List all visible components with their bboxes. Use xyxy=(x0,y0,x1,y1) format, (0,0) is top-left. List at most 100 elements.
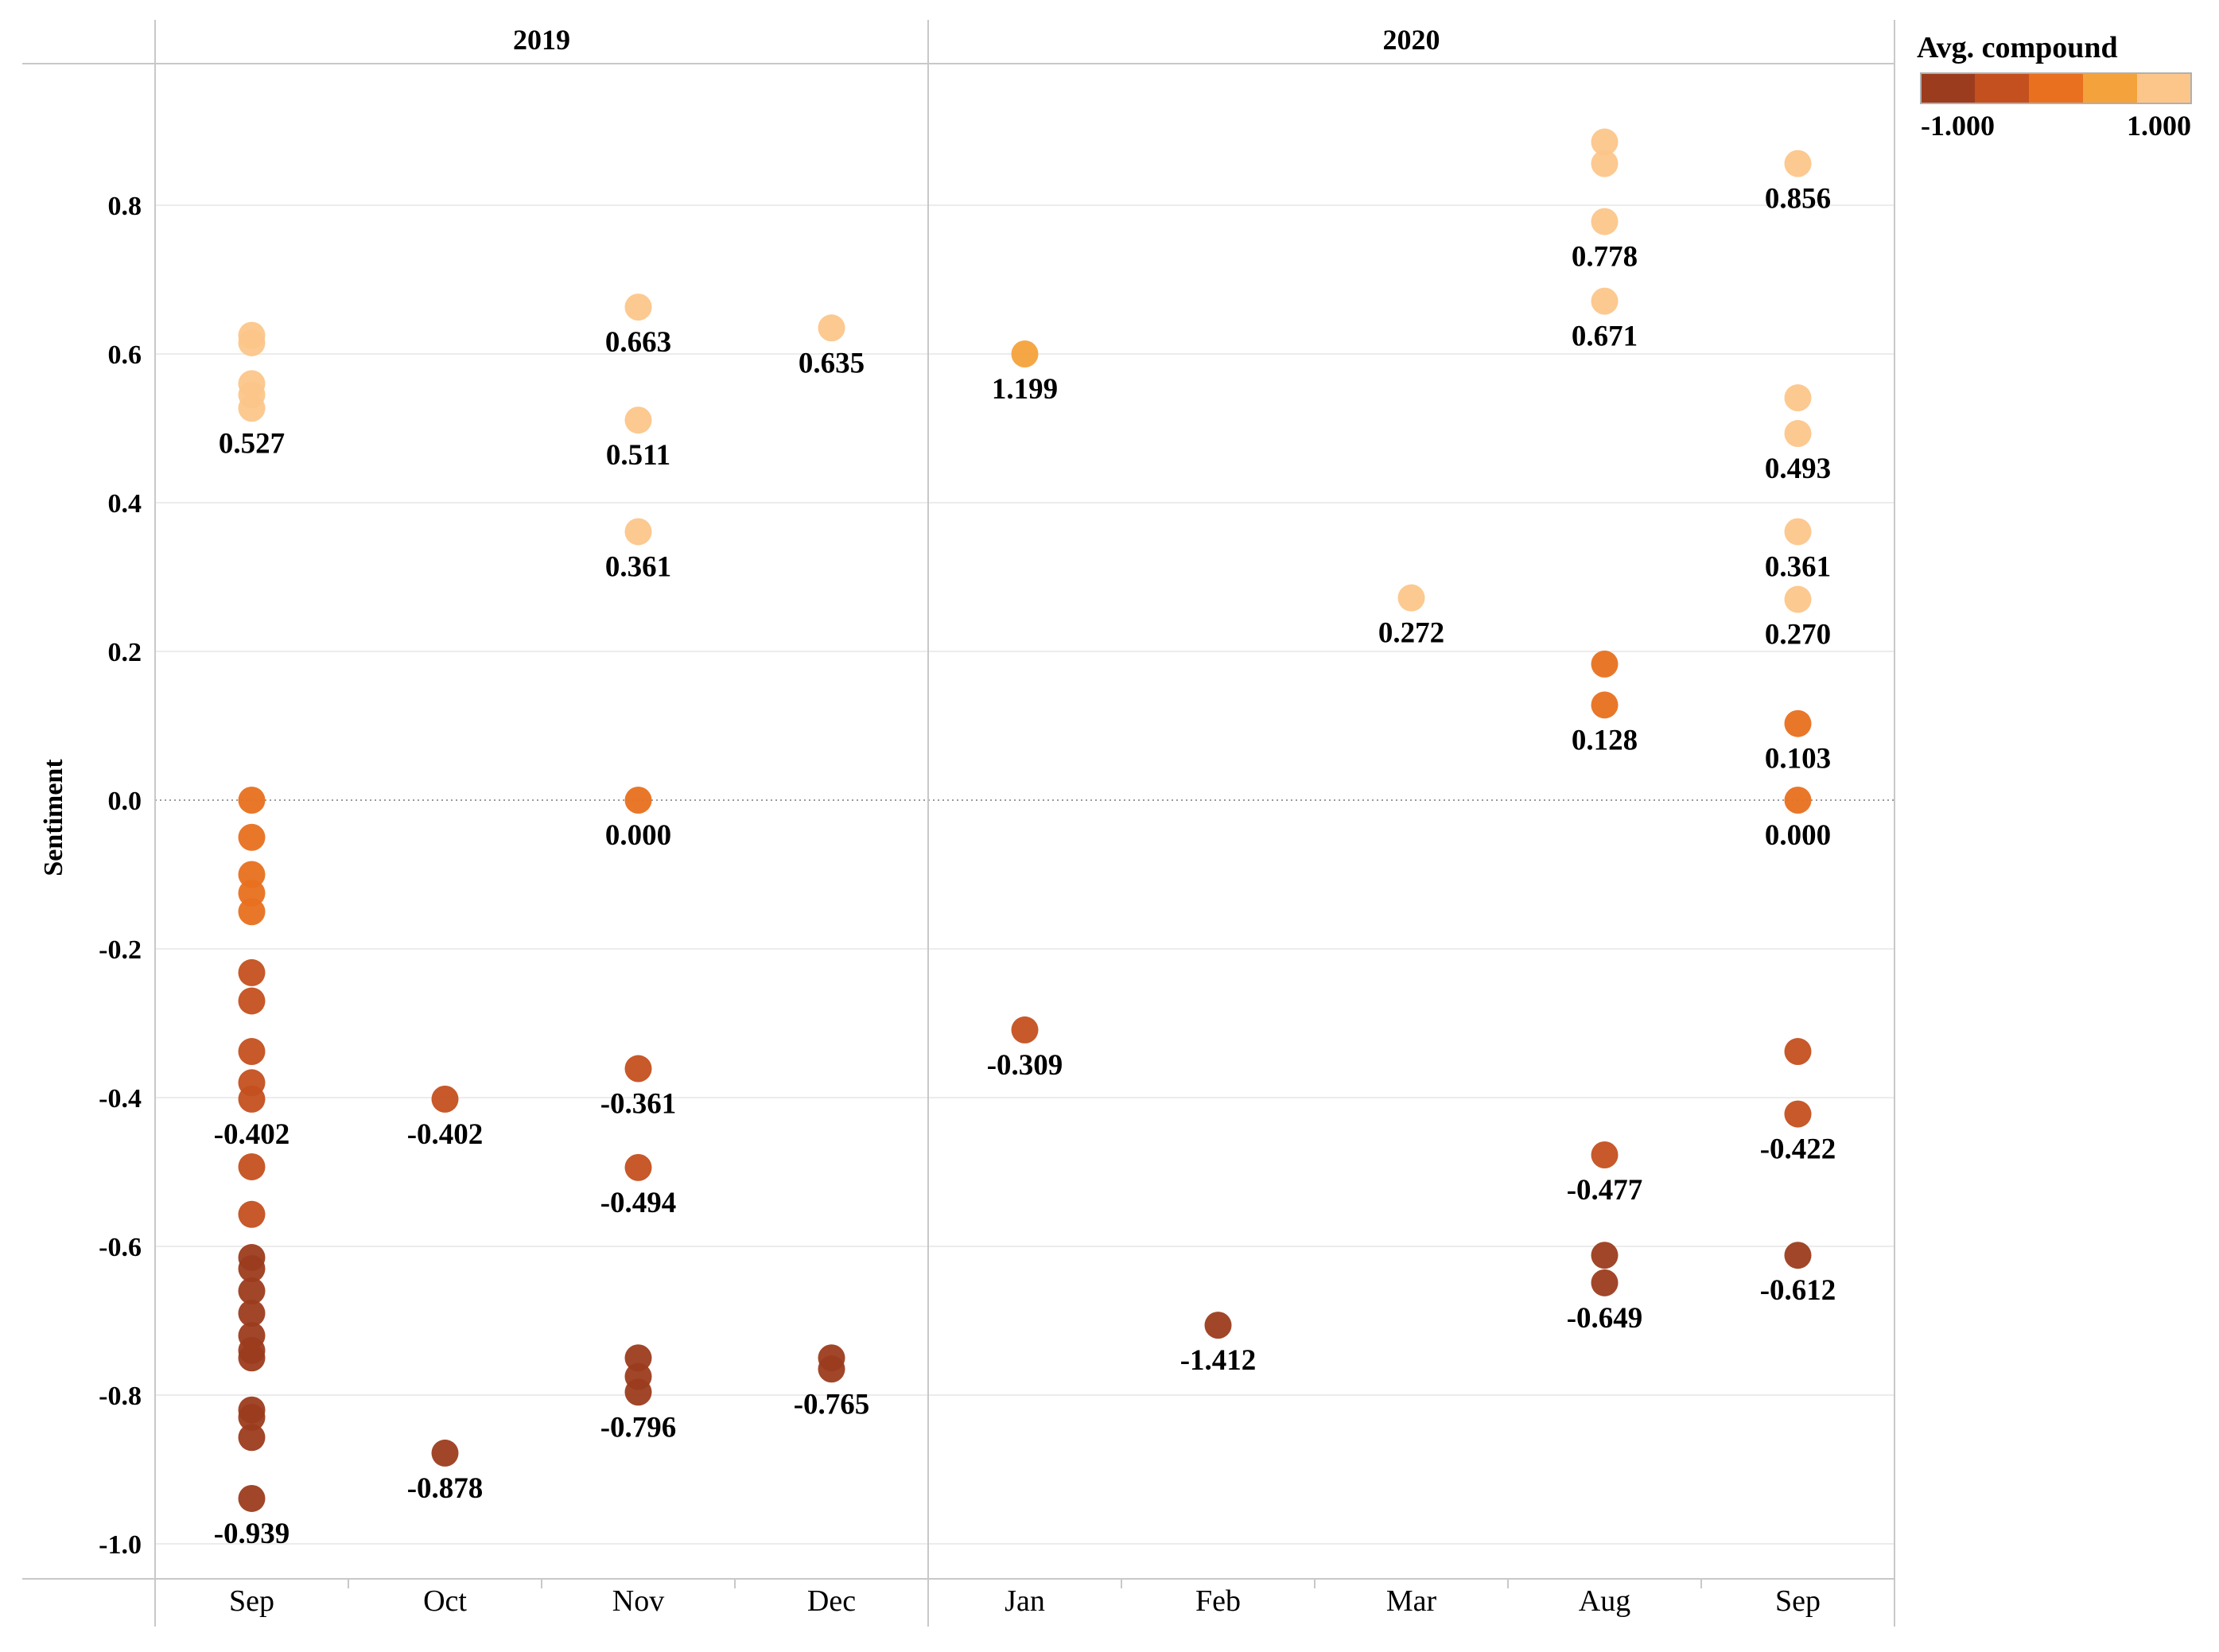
data-label: 0.272 xyxy=(1378,617,1444,650)
data-label: 0.000 xyxy=(1765,819,1831,852)
data-label: 0.527 xyxy=(219,427,285,460)
legend-max-label: 1.000 xyxy=(2127,110,2191,142)
data-label: 0.511 xyxy=(606,439,670,472)
y-tick-label: 0.6 xyxy=(108,340,142,370)
year-headers: 2019 Sep Oct Nov Dec 2020 Jan Feb Mar Aug Sep xyxy=(229,24,1821,1618)
legend-swatch xyxy=(2137,73,2192,103)
data-label: 0.000 xyxy=(605,819,671,852)
data-points xyxy=(238,128,1812,1512)
data-point xyxy=(624,787,652,814)
data-labels: 0.527 -0.402 -0.939 -0.402 -0.878 0.663 0.511 0… xyxy=(214,183,1836,1550)
month-label: Feb xyxy=(1195,1584,1241,1618)
data-label: 0.635 xyxy=(799,347,865,379)
data-point xyxy=(1591,691,1619,719)
data-point xyxy=(624,1153,652,1181)
data-label: -0.765 xyxy=(794,1388,870,1421)
data-point xyxy=(238,1484,266,1512)
data-point xyxy=(624,1055,652,1083)
data-label: -0.796 xyxy=(600,1411,677,1444)
data-label: 0.856 xyxy=(1765,183,1831,216)
data-point xyxy=(624,293,652,321)
y-tick-label: 0.8 xyxy=(108,192,142,221)
data-point xyxy=(624,518,652,546)
data-point xyxy=(1591,150,1619,177)
data-point xyxy=(624,1344,652,1372)
data-point xyxy=(1784,150,1812,177)
data-point xyxy=(624,1378,652,1406)
y-axis: 0.8 0.6 0.4 0.2 0.0 -0.2 -0.4 -0.6 -0.8 -1.0 xyxy=(99,192,142,1560)
data-point xyxy=(1011,1016,1039,1044)
month-label: Aug xyxy=(1579,1584,1630,1618)
data-point xyxy=(818,314,845,342)
data-point xyxy=(238,898,266,926)
data-point xyxy=(238,1277,266,1305)
data-point xyxy=(238,879,266,907)
data-point xyxy=(1784,518,1812,546)
data-label: -1.412 xyxy=(1180,1344,1257,1377)
year-header: 2020 xyxy=(1383,24,1440,56)
gridlines xyxy=(155,204,1895,1545)
data-point xyxy=(238,1200,266,1228)
legend-border xyxy=(1920,72,2192,104)
month-label: Mar xyxy=(1386,1584,1437,1618)
month-label: Nov xyxy=(612,1584,664,1618)
data-point xyxy=(238,1085,266,1113)
year-header: 2019 xyxy=(513,24,570,56)
data-point xyxy=(1784,585,1812,613)
data-point xyxy=(238,958,266,986)
data-point xyxy=(1784,709,1812,737)
data-point xyxy=(1784,1242,1812,1269)
data-point xyxy=(1591,1242,1619,1269)
data-label: 0.128 xyxy=(1572,724,1638,756)
month-label: Sep xyxy=(1775,1584,1821,1618)
data-label: 0.663 xyxy=(605,326,671,359)
data-label: -0.361 xyxy=(600,1088,677,1121)
data-label: -0.494 xyxy=(600,1187,677,1219)
data-point xyxy=(238,1153,266,1180)
data-point xyxy=(238,1424,266,1452)
data-point xyxy=(431,1085,459,1113)
y-tick-label: -0.2 xyxy=(99,935,142,965)
data-point xyxy=(238,987,266,1015)
data-label: -0.649 xyxy=(1567,1302,1643,1335)
data-label: -0.402 xyxy=(214,1118,290,1151)
y-tick-label: -0.6 xyxy=(99,1233,142,1262)
data-point xyxy=(238,1255,266,1283)
data-point xyxy=(1591,1269,1619,1296)
data-label: -0.402 xyxy=(407,1118,484,1151)
y-tick-label: -0.8 xyxy=(99,1382,142,1411)
legend-title: Avg. compound xyxy=(1917,31,2118,64)
data-point xyxy=(238,395,266,422)
data-point xyxy=(1397,584,1425,612)
data-label: 0.103 xyxy=(1765,743,1831,775)
y-tick-label: -1.0 xyxy=(99,1530,142,1560)
data-point xyxy=(238,1038,266,1066)
legend-swatch xyxy=(2029,73,2084,103)
data-point xyxy=(238,1300,266,1327)
data-point xyxy=(1784,420,1812,448)
data-label: -0.422 xyxy=(1760,1133,1836,1166)
data-point xyxy=(238,787,266,814)
data-point xyxy=(1591,128,1619,156)
month-label: Sep xyxy=(229,1584,274,1618)
y-tick-label: 0.2 xyxy=(108,638,142,667)
data-point xyxy=(431,1439,459,1467)
month-label: Dec xyxy=(807,1584,856,1618)
y-tick-label: 0.4 xyxy=(108,489,142,519)
data-point xyxy=(1784,384,1812,412)
data-point xyxy=(1591,208,1619,235)
data-point xyxy=(238,328,266,356)
data-point xyxy=(1591,650,1619,678)
data-label: 0.270 xyxy=(1765,619,1831,651)
color-legend: Avg. compound -1.000 1.000 xyxy=(1894,20,2192,1627)
data-label: -0.612 xyxy=(1760,1274,1836,1307)
data-point xyxy=(238,823,266,851)
data-label: -0.477 xyxy=(1567,1174,1643,1207)
data-point xyxy=(238,861,266,888)
data-point xyxy=(1784,1100,1812,1128)
data-point xyxy=(1591,1141,1619,1168)
data-point xyxy=(1784,1038,1812,1066)
data-label: -0.878 xyxy=(407,1472,484,1505)
y-axis-title: Sentiment xyxy=(39,759,68,877)
data-point xyxy=(1204,1312,1232,1339)
